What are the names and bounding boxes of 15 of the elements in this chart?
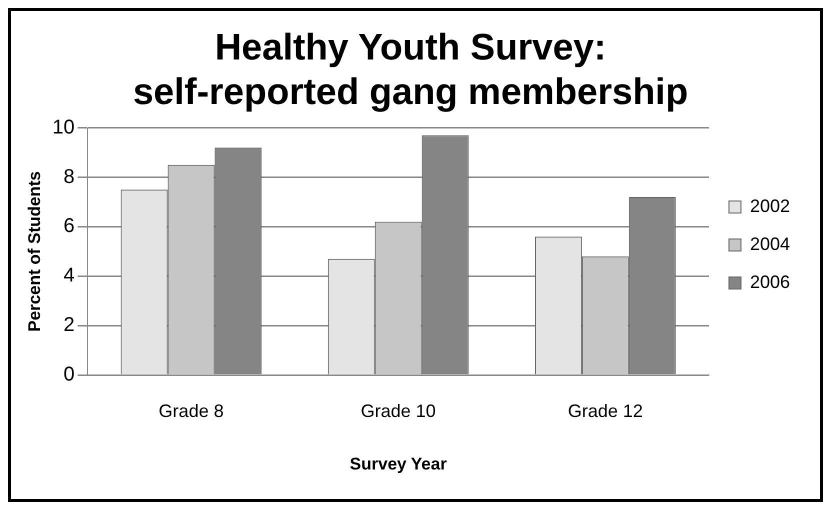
x-tick-label: Grade 8 bbox=[158, 400, 224, 421]
y-tick-label: 6 bbox=[64, 215, 75, 238]
y-tick-label: 0 bbox=[64, 364, 75, 386]
y-tick-label: 2 bbox=[64, 314, 75, 336]
y-tick-label: 10 bbox=[52, 116, 75, 138]
x-axis-title: Survey Year bbox=[350, 454, 448, 474]
legend-label: 2006 bbox=[750, 272, 790, 292]
legend-label: 2002 bbox=[750, 196, 790, 216]
x-tick-label: Grade 12 bbox=[568, 400, 643, 421]
y-axis-title: Percent of Students bbox=[24, 171, 44, 332]
y-tick-label: 8 bbox=[64, 166, 75, 188]
chart-title: Healthy Youth Survey: self-reported gang membership bbox=[132, 26, 688, 112]
y-tick-label: 4 bbox=[64, 264, 75, 287]
x-tick-label: Grade 10 bbox=[360, 400, 436, 421]
legend-label: 2004 bbox=[750, 234, 790, 254]
